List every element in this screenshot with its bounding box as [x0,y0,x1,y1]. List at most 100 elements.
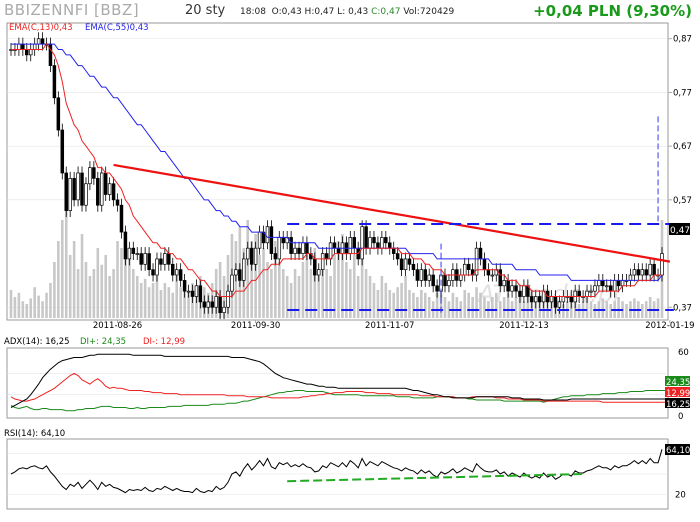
candle-body [76,172,80,201]
close-value: C:0,47 [371,7,401,17]
candle-body [202,301,207,308]
volume-bar [325,269,328,318]
candle-body [510,285,514,292]
volume-bar [183,290,186,318]
di-minus-legend: DI-: 12,99 [143,337,185,347]
volume-bar [57,241,60,318]
candle-body [435,285,439,292]
volume-bar [423,292,427,318]
volume-bar [301,262,305,318]
ema13-line [11,43,662,297]
candle-body [660,253,664,276]
volume-bar [96,248,100,318]
volume-bar [45,292,48,318]
volume-bar [29,298,33,318]
volume-bar [53,262,56,318]
volume-bar [104,255,107,318]
volume-bar [274,241,277,318]
volume-bar [483,297,486,318]
candle-body [143,253,147,265]
volume-bar [108,276,111,318]
candle-body [68,178,72,211]
candle-body [652,263,656,276]
candle-body [253,247,258,265]
volume-bar [380,276,384,318]
candle-body [332,242,337,249]
candle-body [498,269,502,287]
candle-body [388,242,392,249]
ema13-legend: EMA(C,13)0,43 [9,23,73,33]
candle-body [569,296,574,303]
candle-body [585,290,589,297]
candle-body [530,296,534,303]
candle-body [636,269,641,276]
candle-body [103,172,108,195]
volume-bar [195,290,198,318]
candle-body [399,258,404,271]
candle-body [194,285,199,297]
candle-body [324,253,329,260]
candle-body [589,290,593,293]
volume-bar [13,297,17,318]
candle-body [64,172,68,211]
candle-body [230,274,234,292]
candle-body [597,280,601,287]
volume-value: Vol:720429 [403,7,455,17]
ticker-symbol: BBIZENNFI [BBZ] [4,1,140,19]
price-panel-frame [6,22,669,321]
candle-body [123,231,128,260]
volume-bar [451,292,455,318]
volume-bar [577,304,581,318]
last-price-box [669,223,690,235]
candle-body [182,280,187,292]
candle-body [601,280,605,287]
header-bar: BBIZENNFI [BBZ] 20 sty 18:08 O:0,43 H:0,… [0,0,700,22]
volume-bar [412,292,415,318]
volume-bar [479,292,482,318]
volume-bar [309,269,313,318]
candle-body [443,274,447,287]
candle-body [167,253,171,265]
candle-body [605,285,609,288]
candle-body [490,274,495,277]
volume-bar [72,241,76,318]
volume-bar [262,248,265,318]
volume-bar [80,234,84,318]
candles [9,32,664,320]
volume-bar [329,276,332,318]
candle-body [222,306,226,313]
volume-bar [376,290,380,318]
volume-bar [68,255,72,318]
volume-bar [341,234,344,318]
volume-bar [349,269,352,318]
candle-body [407,258,412,265]
volume-bar [420,290,423,318]
candle-body [533,296,538,303]
volume-bar [384,283,388,318]
volume-bar [60,220,64,318]
high-value: H:0,47 [304,7,335,17]
volume-bar [463,290,467,318]
candle-body [336,247,341,254]
candle-body [273,253,278,260]
volume-bar [609,304,613,318]
candle-body [111,183,116,201]
volume-bar [246,220,250,318]
candle-body [36,38,41,45]
date-axis: 2011-08-26 2011-09-30 2011-11-07 2011-12-13… [93,320,695,331]
volume-bar [364,269,368,318]
volume-bar [147,287,151,318]
di-plus-legend: DI+: 24,35 [80,337,126,347]
volume-bar [218,262,222,318]
candle-body [115,199,120,206]
volume-bar [605,301,609,318]
candle-body [553,296,558,308]
candle-body [616,280,621,287]
y-tick-label: 0,77 [673,88,692,98]
candle-body [486,269,491,276]
candle-body [431,274,435,287]
candle-body [462,263,467,276]
volume-bar [250,241,253,318]
volume-bar [471,297,474,318]
